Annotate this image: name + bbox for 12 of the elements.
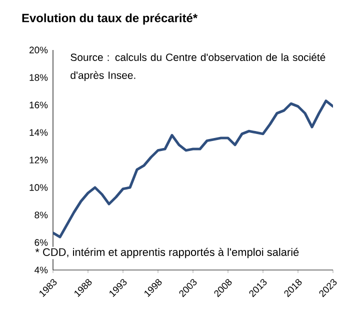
y-tick-label: 8%: [34, 212, 48, 218]
y-tick-label: 4%: [34, 266, 48, 274]
y-tick-label: 20%: [30, 46, 48, 54]
y-tick-label: 18%: [30, 74, 48, 81]
y-tick-label: 10%: [30, 184, 48, 191]
y-tick-label: 12%: [30, 156, 48, 164]
annotation: * CDD, intérim et apprentis rapportés à l'emploi salarié: [35, 248, 299, 258]
chart-title: Evolution du taux de précarité*: [22, 13, 198, 25]
annotation: Source : calculs du Centre d'observation de la société d'après Insee.: [70, 53, 326, 82]
y-tick-label: 14%: [30, 129, 48, 136]
y-tick-label: 6%: [34, 239, 48, 246]
y-tick-label: 16%: [30, 102, 48, 108]
